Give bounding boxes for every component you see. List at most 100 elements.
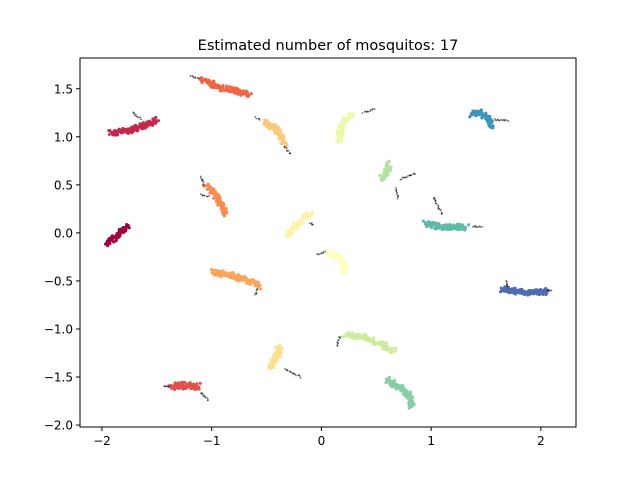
noise-point	[167, 385, 170, 388]
cluster-8-point	[306, 214, 310, 217]
cluster-6-point	[272, 126, 276, 130]
cluster-1-point	[108, 128, 112, 133]
noise-point	[284, 146, 286, 149]
noise-point	[168, 386, 171, 388]
noise-point	[433, 196, 435, 199]
noise-point	[139, 116, 142, 119]
cluster-11-point	[381, 345, 385, 349]
cluster-3-point	[247, 93, 251, 97]
noise-point	[287, 149, 290, 152]
noise-point	[291, 372, 294, 375]
cluster-12-point	[386, 161, 389, 165]
cluster-14-point	[425, 224, 429, 229]
noise-point	[396, 193, 398, 196]
cluster-8-point	[289, 228, 293, 232]
cluster-11-point	[390, 349, 394, 353]
cluster-2-point	[198, 381, 202, 385]
y-tick-label: −2.0	[44, 419, 73, 433]
cluster-3-point	[243, 90, 247, 94]
cluster-4-point	[221, 203, 225, 207]
cluster-1-point	[154, 115, 158, 120]
cluster-3-point	[211, 82, 215, 86]
noise-point	[201, 392, 204, 395]
noise-point	[140, 118, 142, 121]
cluster-3-point	[209, 80, 213, 84]
cluster-2-point	[178, 383, 182, 387]
cluster-16-point	[530, 290, 534, 294]
noise-point	[199, 193, 202, 195]
noise-point	[132, 111, 135, 114]
cluster-5-point	[236, 273, 240, 277]
cluster-5-point	[253, 282, 256, 286]
cluster-6-point	[278, 128, 282, 132]
cluster-16-point	[513, 290, 516, 294]
noise-point	[254, 115, 257, 118]
noise-point	[202, 181, 205, 184]
cluster-16-point	[509, 288, 512, 292]
noise-point	[414, 173, 416, 175]
cluster-1-point	[156, 119, 160, 123]
cluster-7-point	[275, 357, 279, 361]
cluster-8-point	[291, 221, 296, 225]
cluster-13-point	[410, 395, 415, 399]
cluster-1-point	[154, 119, 158, 122]
cluster-0-point	[108, 236, 112, 240]
noise-point	[437, 206, 439, 209]
cluster-11-point	[380, 342, 384, 346]
cluster-15-point	[482, 115, 485, 119]
cluster-15-point	[471, 109, 475, 113]
noise-point	[410, 174, 413, 176]
cluster-15-point	[486, 120, 490, 124]
cluster-14-point	[435, 223, 439, 227]
cluster-11-point	[351, 333, 355, 337]
cluster-13-point	[409, 402, 412, 405]
cluster-9-point	[326, 253, 330, 257]
cluster-4-point	[213, 193, 217, 197]
cluster-11-point	[372, 336, 376, 340]
cluster-3-point	[221, 85, 225, 89]
cluster-5-point	[259, 287, 263, 291]
cluster-11-point	[349, 332, 353, 335]
noise-point	[361, 112, 364, 114]
cluster-6-point	[281, 139, 285, 143]
noise-point	[440, 211, 443, 214]
noise-point	[299, 376, 302, 379]
cluster-14-point	[438, 226, 441, 230]
noise-point	[434, 202, 437, 205]
cluster-13-point	[408, 390, 413, 394]
cluster-6-point	[284, 142, 288, 146]
noise-point	[367, 110, 369, 113]
chart-title: Estimated number of mosquitos: 17	[198, 38, 459, 54]
cluster-0-point	[114, 239, 118, 243]
noise-point	[204, 396, 207, 399]
noise-point	[286, 369, 289, 372]
cluster-0-point	[123, 226, 127, 230]
noise-point	[202, 183, 204, 186]
noise-point	[308, 222, 311, 225]
noise-point	[481, 225, 484, 228]
cluster-2-point	[170, 387, 173, 390]
y-tick-label: 0.0	[54, 226, 73, 240]
cluster-14-point	[426, 221, 430, 225]
cluster-10-point	[342, 117, 346, 121]
cluster-10-point	[338, 126, 342, 129]
cluster-1-point	[116, 129, 119, 132]
x-tick-label: 0	[318, 434, 326, 448]
cluster-5-point	[232, 273, 236, 277]
noise-point	[471, 226, 474, 228]
noise-point	[507, 120, 510, 123]
cluster-13-point	[407, 406, 411, 410]
x-tick-label: −1	[203, 434, 221, 448]
cluster-1-point	[141, 126, 145, 130]
cluster-12-point	[384, 171, 388, 175]
cluster-9-point	[343, 262, 347, 265]
noise-point	[400, 178, 403, 181]
cluster-14-point	[421, 219, 425, 223]
x-tick-label: 2	[537, 434, 545, 448]
cluster-5-point	[219, 275, 223, 279]
cluster-11-point	[344, 332, 348, 336]
cluster-6-point	[276, 131, 280, 135]
noise-point	[320, 252, 322, 255]
cluster-5-point	[228, 272, 231, 276]
noise-point	[396, 191, 398, 194]
